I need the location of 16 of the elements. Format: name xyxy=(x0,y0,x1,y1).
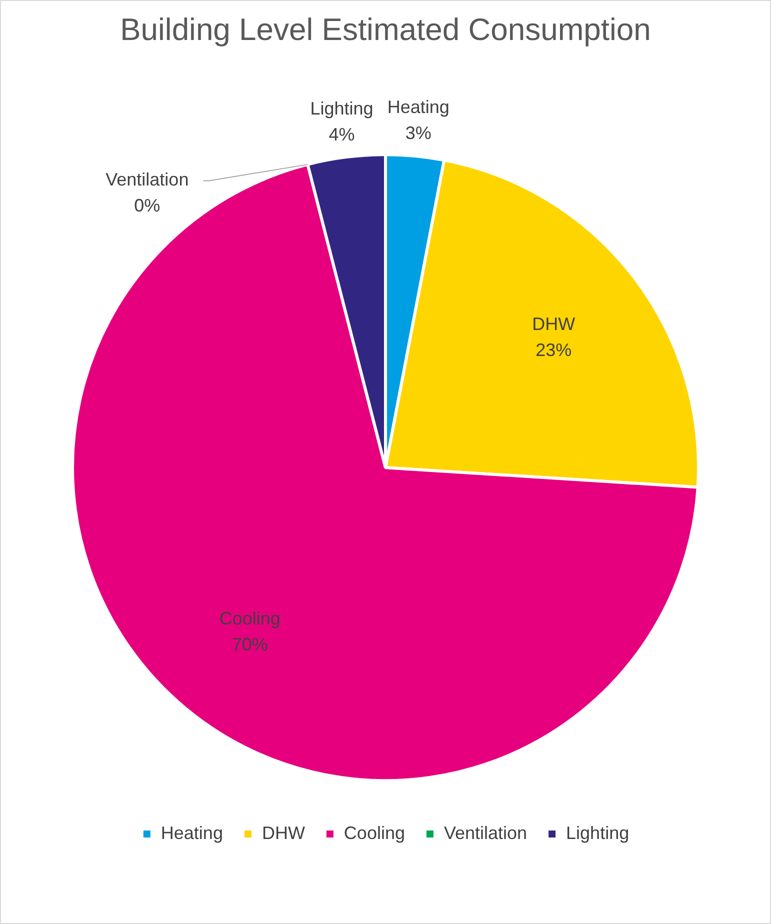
slice-label: Lighting xyxy=(310,98,374,118)
legend-label: Ventilation xyxy=(444,822,528,843)
data-label: 70% xyxy=(232,634,268,655)
data-label: 4% xyxy=(328,124,355,144)
legend-label: Lighting xyxy=(566,822,630,843)
slice-label: DHW xyxy=(532,314,576,334)
slice-label: Heating xyxy=(387,97,450,118)
legend-label: DHW xyxy=(262,822,305,843)
legend-label: Cooling xyxy=(344,822,405,843)
data-label: 23% xyxy=(536,340,572,360)
category-label: Ventilation xyxy=(106,170,189,190)
text: 0% xyxy=(134,196,160,216)
chart-title: Building Level Estimated Consumption xyxy=(120,12,651,48)
legend-label: Heating xyxy=(160,822,223,843)
slice-label: Cooling xyxy=(219,608,280,629)
data-label: 3% xyxy=(405,123,432,144)
